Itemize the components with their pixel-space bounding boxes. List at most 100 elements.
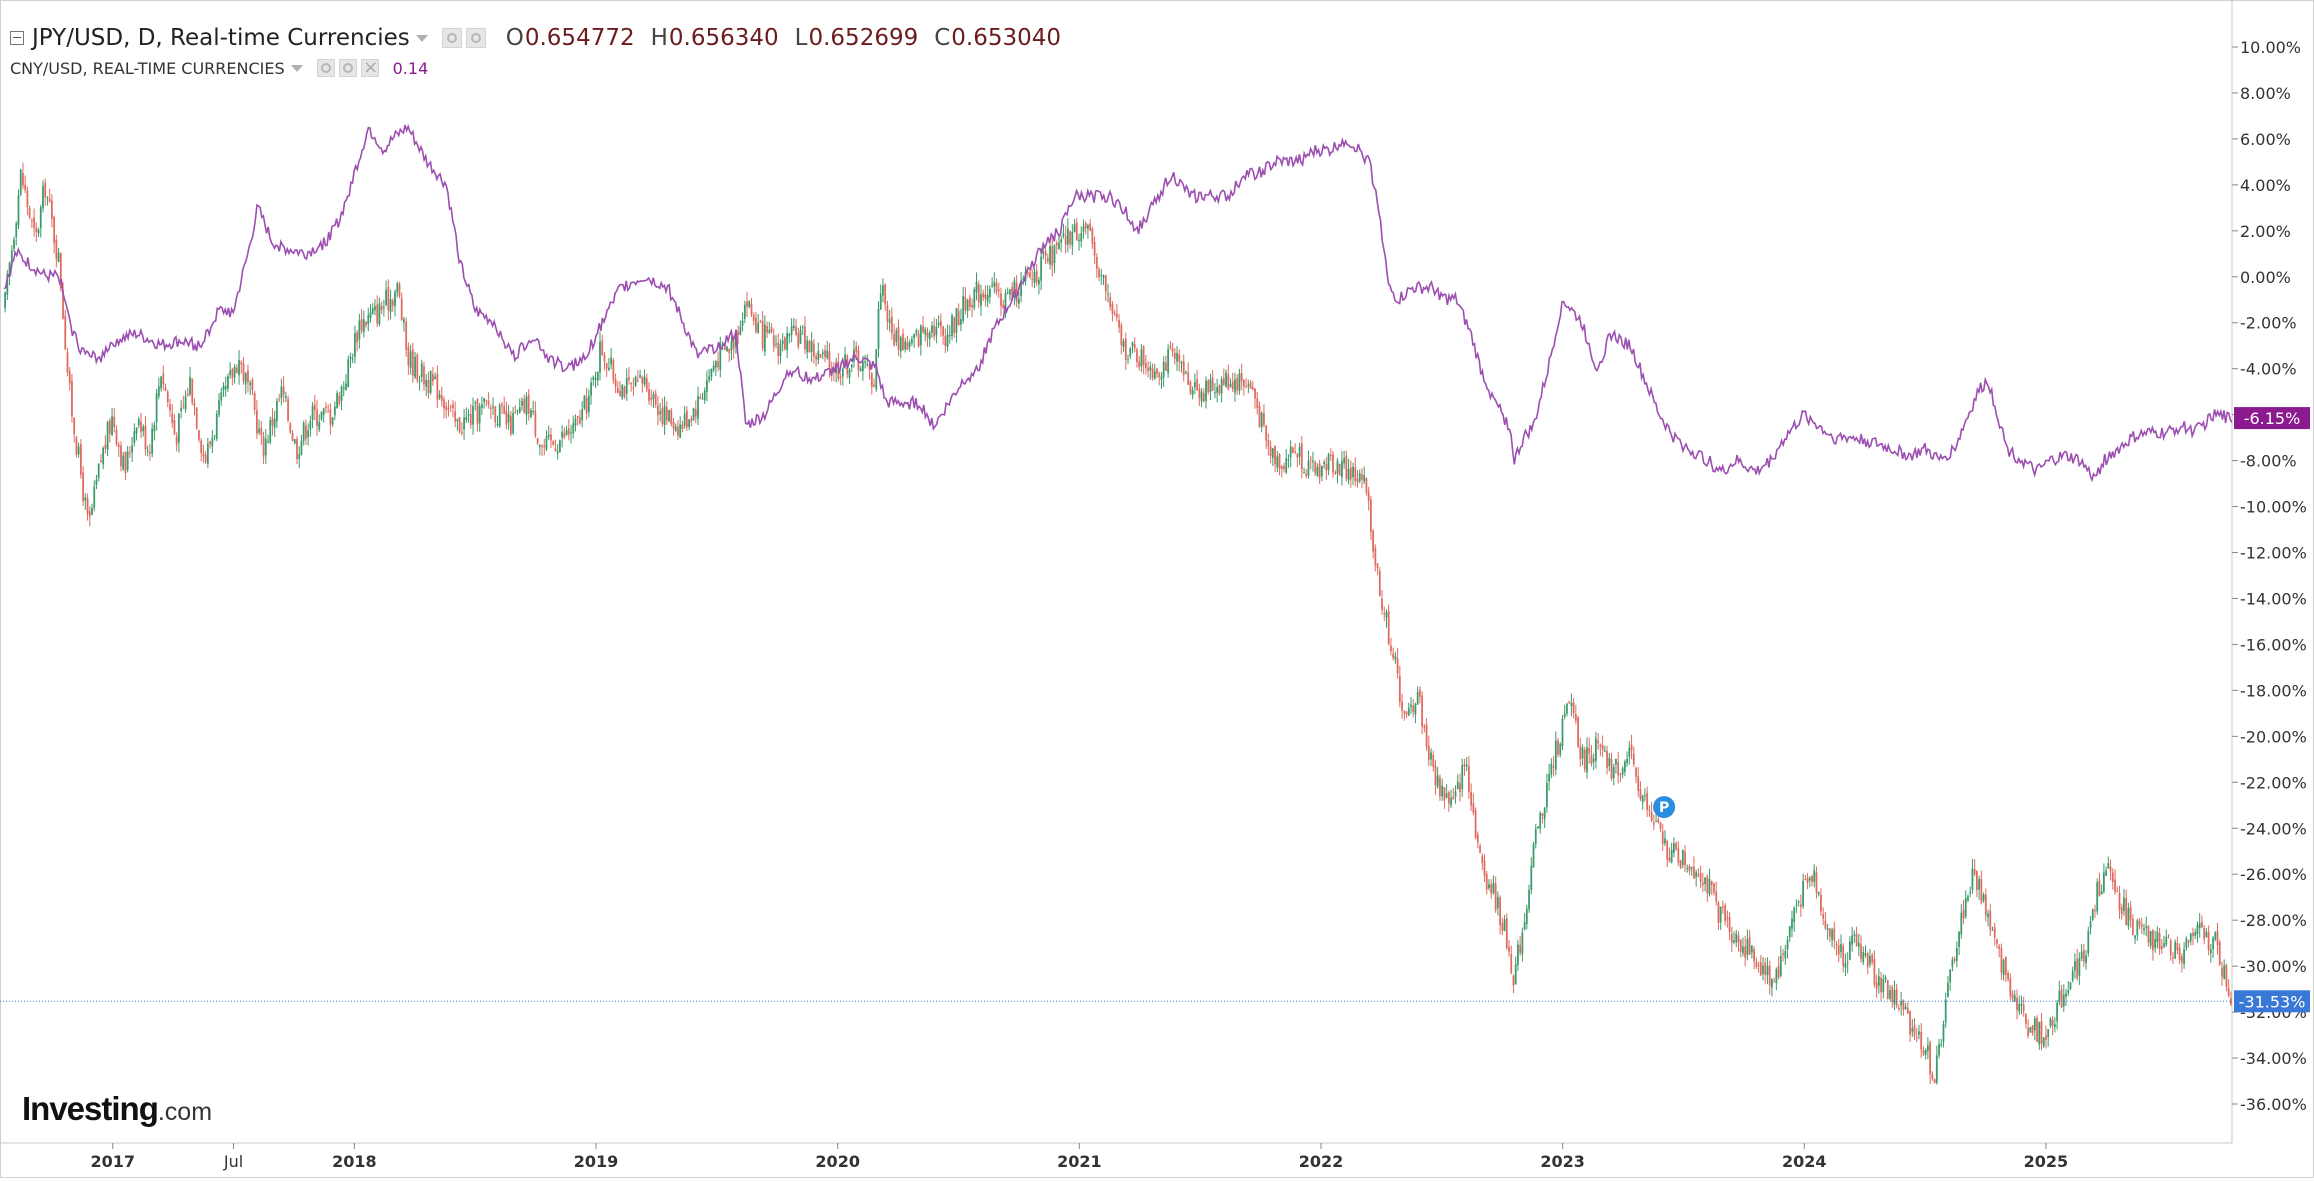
candle-body bbox=[1557, 740, 1559, 755]
candle-body bbox=[2069, 982, 2072, 990]
candle-body bbox=[1900, 1001, 1903, 1006]
candle-body bbox=[2214, 932, 2217, 940]
candle bbox=[1686, 864, 1689, 873]
symbol-dropdown-icon[interactable] bbox=[415, 34, 428, 42]
candle bbox=[1864, 945, 1867, 958]
candle-body bbox=[1639, 789, 1642, 800]
candle-body bbox=[1773, 981, 1776, 983]
candle-body bbox=[166, 391, 169, 403]
compare-symbol-label[interactable]: CNY/USD, REAL-TIME CURRENCIES bbox=[10, 58, 285, 78]
candle-body bbox=[1410, 704, 1412, 708]
candle-body bbox=[75, 437, 78, 455]
candle-body bbox=[2051, 1019, 2054, 1027]
candle bbox=[13, 236, 15, 252]
candle bbox=[124, 451, 127, 481]
candle bbox=[848, 367, 851, 385]
candle bbox=[1962, 899, 1965, 925]
candle bbox=[447, 399, 450, 417]
candle-body bbox=[124, 452, 127, 474]
candle bbox=[810, 332, 813, 363]
candle-body bbox=[1933, 1079, 1936, 1083]
candle-body bbox=[162, 373, 165, 385]
candle-body bbox=[264, 438, 267, 456]
candle bbox=[1454, 785, 1457, 804]
candle-body bbox=[155, 393, 158, 423]
candle-body bbox=[1793, 907, 1796, 923]
candle-body bbox=[1608, 757, 1611, 767]
candle bbox=[213, 434, 216, 441]
candle bbox=[652, 391, 655, 409]
candle-body bbox=[1715, 891, 1718, 902]
candle-body bbox=[1953, 958, 1956, 961]
candle bbox=[160, 376, 162, 392]
candle bbox=[1603, 745, 1606, 752]
candle bbox=[685, 406, 688, 431]
candle-body bbox=[708, 376, 711, 381]
candle-body bbox=[772, 335, 775, 347]
p-marker-icon[interactable] bbox=[1653, 796, 1676, 819]
candle-body bbox=[1292, 447, 1294, 454]
candle bbox=[2011, 990, 2014, 1002]
candle bbox=[1759, 955, 1762, 976]
candle bbox=[1690, 866, 1693, 876]
candle bbox=[1537, 826, 1539, 829]
candle bbox=[1503, 915, 1506, 932]
candle-body bbox=[1597, 740, 1600, 744]
candle-body bbox=[423, 366, 425, 385]
candle-body bbox=[2221, 967, 2223, 977]
candle bbox=[1345, 450, 1348, 482]
candle bbox=[608, 357, 610, 372]
candle-body bbox=[1637, 776, 1640, 791]
candle-body bbox=[585, 397, 588, 414]
candle bbox=[64, 309, 67, 350]
candle bbox=[1793, 906, 1796, 932]
candle bbox=[516, 409, 519, 415]
candle-body bbox=[1657, 819, 1660, 823]
candle-body bbox=[1341, 461, 1343, 478]
candle-body bbox=[215, 413, 218, 439]
candle bbox=[781, 333, 784, 352]
collapse-legend-icon[interactable] bbox=[10, 31, 24, 45]
candle bbox=[1432, 750, 1435, 772]
candle-body bbox=[899, 337, 902, 352]
candle-body bbox=[1006, 292, 1009, 294]
compare-settings-icon[interactable] bbox=[338, 59, 357, 77]
candle-body bbox=[608, 367, 610, 370]
candle-body bbox=[757, 323, 760, 334]
candle bbox=[1445, 784, 1448, 799]
candle-body bbox=[1202, 393, 1205, 402]
candle bbox=[690, 415, 693, 427]
visibility-toggle-icon[interactable] bbox=[441, 28, 462, 48]
candle bbox=[567, 419, 570, 441]
settings-gear-icon[interactable] bbox=[465, 28, 486, 48]
candle bbox=[329, 403, 332, 435]
candle-body bbox=[2183, 949, 2185, 964]
candle bbox=[1211, 370, 1214, 391]
candle-body bbox=[1336, 460, 1339, 474]
candle-body bbox=[902, 333, 904, 350]
candle bbox=[556, 444, 559, 460]
candle bbox=[1837, 938, 1840, 963]
candle bbox=[1733, 931, 1735, 945]
candle bbox=[1788, 926, 1791, 942]
candle-body bbox=[619, 390, 621, 396]
compare-visibility-icon[interactable] bbox=[316, 59, 335, 77]
candle bbox=[1410, 697, 1412, 714]
candle bbox=[942, 325, 944, 345]
candle-body bbox=[1151, 368, 1154, 379]
candle-body bbox=[1568, 702, 1571, 704]
candle-body bbox=[1822, 913, 1825, 919]
candle bbox=[1612, 763, 1615, 786]
candle bbox=[599, 331, 601, 381]
main-symbol-label[interactable]: JPY/USD, D, Real-time Currencies bbox=[32, 25, 410, 51]
candle bbox=[19, 168, 22, 197]
candle bbox=[73, 417, 76, 443]
compare-dropdown-icon[interactable] bbox=[290, 64, 303, 72]
candle-body bbox=[1681, 849, 1684, 865]
candle-body bbox=[1849, 941, 1851, 960]
compare-remove-icon[interactable]: × bbox=[360, 57, 379, 78]
candle-body bbox=[993, 281, 996, 287]
candle-body bbox=[1454, 791, 1457, 797]
